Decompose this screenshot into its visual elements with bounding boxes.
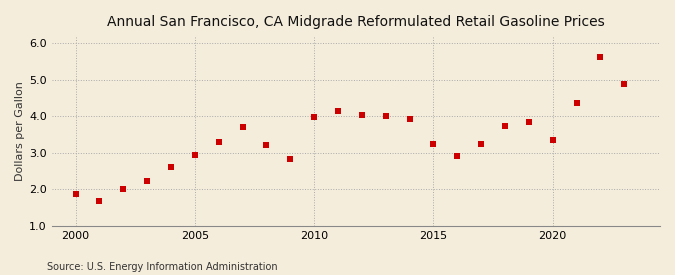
Title: Annual San Francisco, CA Midgrade Reformulated Retail Gasoline Prices: Annual San Francisco, CA Midgrade Reform…: [107, 15, 605, 29]
Text: Source: U.S. Energy Information Administration: Source: U.S. Energy Information Administ…: [47, 262, 278, 272]
Y-axis label: Dollars per Gallon: Dollars per Gallon: [15, 81, 25, 181]
